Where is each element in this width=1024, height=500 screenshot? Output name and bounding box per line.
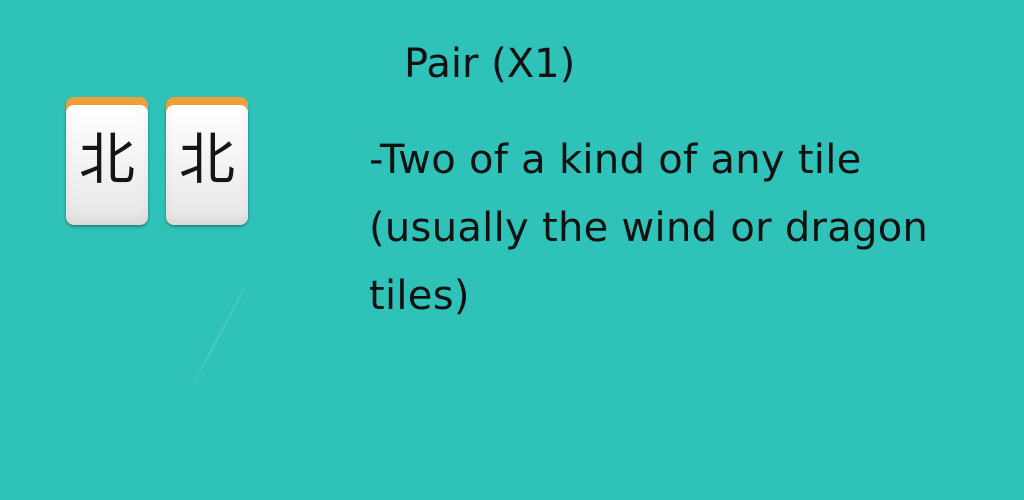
description-line-3: tiles) [369,273,470,319]
mahjong-tile-north-1: 北 [66,97,148,225]
mahjong-tile-north-2: 北 [166,97,248,225]
north-wind-tile-icon: 北 [79,128,135,193]
decorative-line [188,285,247,392]
north-wind-tile-icon: 北 [179,128,235,193]
rule-title: Pair (X1) [404,41,576,87]
tile-face: 北 [166,105,248,225]
description-line-2: (usually the wind or dragon [369,205,929,251]
description-line-1: -Two of a kind of any tile [369,137,862,183]
rule-description: -Two of a kind of any tile (usually the … [369,126,1014,330]
tile-face: 北 [66,105,148,225]
